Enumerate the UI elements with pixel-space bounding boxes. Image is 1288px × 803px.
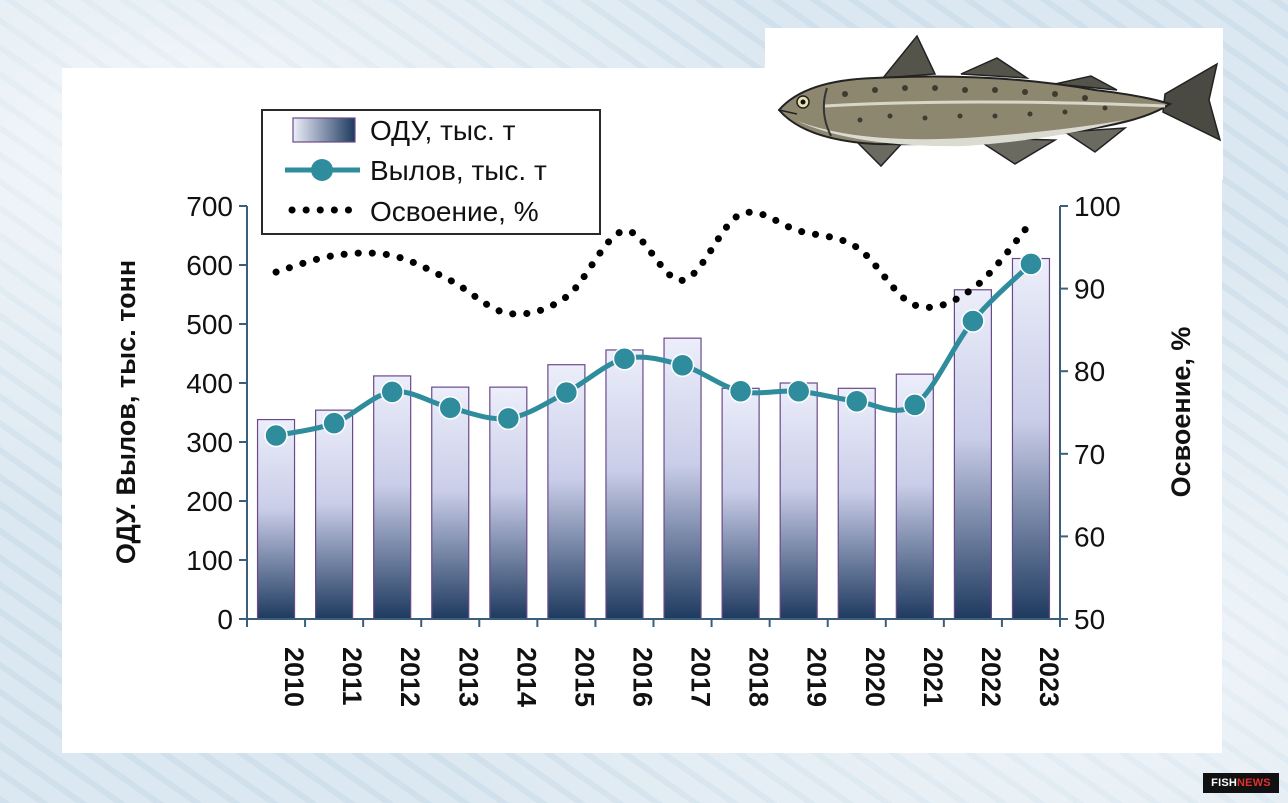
catch-point-2011 [322, 411, 346, 435]
cod-fish-icon [765, 28, 1223, 180]
y-tick-label-left: 600 [186, 250, 233, 281]
bar-odu-2012 [373, 375, 412, 620]
x-tick-label: 2016 [627, 647, 657, 707]
legend-swatch-catch-marker [311, 159, 333, 181]
catch-point-2012 [380, 380, 404, 404]
bar-odu-2016 [605, 349, 644, 620]
y-axis-left-title: ОДУ. Вылов, тыс. тонн [111, 260, 141, 564]
x-tick-label: 2015 [569, 647, 599, 707]
x-tick-label: 2018 [744, 647, 774, 707]
y-axis-right-title: Освоение, % [1166, 327, 1196, 498]
y-tick-label-left: 0 [217, 604, 233, 635]
x-tick-label: 2020 [860, 647, 890, 707]
y-tick-label-left: 500 [186, 309, 233, 340]
x-tick-label: 2014 [511, 647, 541, 707]
bar-odu-2010 [256, 418, 296, 620]
catch-point-2020 [845, 389, 869, 414]
catch-point-2017 [670, 353, 695, 378]
y-tick-label-left: 400 [186, 368, 233, 399]
catch-point-2023 [1019, 252, 1043, 276]
catch-point-2016 [612, 347, 637, 371]
y-tick-label-right: 90 [1074, 274, 1105, 305]
legend-swatch-odu [292, 117, 356, 143]
legend-label-catch: Вылов, тыс. т [370, 155, 547, 186]
bar-odu-2015 [547, 364, 586, 620]
y-tick-label-left: 300 [186, 427, 233, 458]
bar-odu-2022 [953, 289, 992, 620]
bar-odu-2021 [895, 373, 934, 620]
y-tick-label-right: 80 [1074, 356, 1105, 387]
catch-point-2018 [728, 379, 753, 404]
catch-point-2014 [496, 406, 521, 431]
catch-point-2019 [786, 379, 811, 404]
bar-odu-2019 [779, 382, 818, 620]
x-tick-label: 2012 [395, 647, 425, 707]
y-tick-label-left: 100 [186, 545, 233, 576]
x-tick-label: 2011 [337, 647, 367, 706]
y-tick-label-right: 60 [1074, 521, 1105, 552]
legend: ОДУ, тыс. т Вылов, тыс. т Освоение, % [261, 109, 601, 235]
series-osvoenie-line [272, 208, 1035, 318]
y-tick-label-right: 100 [1074, 191, 1121, 222]
catch-point-2021 [903, 393, 927, 417]
catch-point-2010 [264, 423, 288, 448]
y-tick-label-left: 200 [186, 486, 233, 517]
catch-point-2013 [438, 396, 462, 420]
bar-odu-2023 [1011, 257, 1051, 620]
bar-odu-2018 [721, 387, 760, 620]
x-tick-label: 2023 [1034, 647, 1064, 707]
catch-point-2015 [554, 380, 579, 405]
legend-label-odu: ОДУ, тыс. т [370, 115, 516, 146]
bar-odu-2013 [431, 386, 470, 620]
catch-point-2022 [961, 309, 985, 333]
badge-part1: FISH [1211, 777, 1238, 789]
badge-part2: NEWS [1237, 777, 1271, 789]
bar-odu-2020 [837, 387, 876, 620]
x-tick-label: 2010 [279, 647, 309, 707]
bar-odu-2017 [663, 337, 702, 620]
x-tick-label: 2013 [453, 647, 483, 707]
bar-odu-2011 [315, 409, 354, 620]
legend-label-osvoenie: Освоение, % [370, 196, 539, 227]
fishnews-badge: FISH NEWS [1203, 773, 1279, 793]
y-tick-label-right: 70 [1074, 439, 1105, 470]
y-tick-label-left: 700 [186, 191, 233, 222]
x-tick-label: 2022 [976, 647, 1006, 707]
x-tick-label: 2021 [918, 647, 948, 707]
x-tick-label: 2019 [802, 647, 832, 707]
y-tick-label-right: 50 [1074, 604, 1105, 635]
x-tick-label: 2017 [686, 647, 716, 707]
